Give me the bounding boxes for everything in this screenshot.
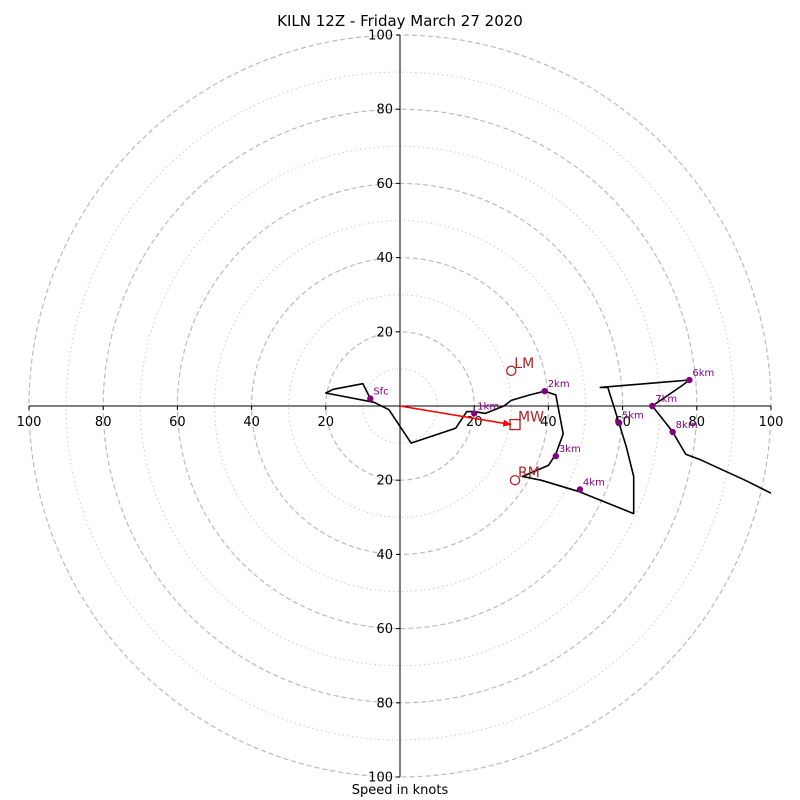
x-axis-label: Speed in knots: [351, 783, 449, 798]
x-tick-label: 60: [169, 415, 186, 430]
x-tick-label: 40: [243, 415, 260, 430]
hodograph-trace-layer: [324, 379, 772, 515]
axis-ticks: 100 80 60 40 20 20 40 60 80 100100806040202040608…: [17, 29, 784, 786]
height-marker-sfc: [367, 395, 374, 402]
x-tick-label: 80: [95, 415, 112, 430]
x-tick-label: 20: [318, 415, 335, 430]
x-tick-label: 80: [689, 415, 706, 430]
height-marker-1km: [471, 410, 478, 417]
chart-title: KILN 12Z - Friday March 27 2020: [277, 12, 523, 30]
y-tick-label: 20: [376, 325, 393, 340]
lm-marker: [506, 365, 517, 377]
x-tick-label: 100: [17, 415, 42, 430]
height-label-8km: 8km: [676, 420, 698, 431]
height-label-2km: 2km: [548, 379, 570, 390]
mean-wind-vector: [399, 405, 512, 426]
storm-motion-markers: LM MW RM: [506, 356, 544, 486]
height-marker-2km: [541, 387, 548, 395]
y-tick-label: 100: [368, 771, 393, 786]
mw-marker: [509, 418, 521, 431]
rm-marker: [509, 474, 521, 486]
y-tick-label: 80: [376, 103, 393, 118]
y-tick-label: 40: [376, 251, 393, 266]
height-label-7km: 7km: [655, 394, 677, 405]
hodograph-trace: [324, 379, 772, 515]
lm-label: LM: [514, 356, 534, 372]
height-markers: Sfc 1km 2km 3km 4km 5km 7km 6km 8km: [367, 368, 714, 493]
y-tick-label: 60: [376, 622, 393, 637]
height-label-3km: 3km: [559, 444, 581, 455]
x-tick-label: 100: [759, 415, 784, 430]
height-marker-3km: [552, 452, 560, 460]
y-tick-label: 100: [368, 29, 393, 44]
rm-label: RM: [518, 465, 540, 481]
height-marker-4km: [576, 486, 584, 493]
height-label-5km: 5km: [622, 411, 644, 422]
y-tick-label: 60: [376, 177, 393, 192]
height-marker-8km: [669, 428, 676, 436]
height-marker-6km: [686, 376, 693, 384]
mw-label: MW: [518, 410, 544, 426]
y-tick-label: 80: [376, 696, 393, 711]
mean-wind-arrowhead: [502, 419, 512, 427]
y-tick-label: 40: [376, 548, 393, 563]
height-label-6km: 6km: [692, 368, 714, 379]
height-marker-5km: [615, 419, 623, 426]
height-label-1km: 1km: [477, 401, 499, 412]
height-marker-7km: [649, 402, 656, 410]
height-label-sfc: Sfc: [373, 387, 388, 398]
x-tick-label: 40: [540, 415, 557, 430]
y-tick-label: 20: [376, 474, 393, 489]
height-label-4km: 4km: [583, 477, 605, 488]
